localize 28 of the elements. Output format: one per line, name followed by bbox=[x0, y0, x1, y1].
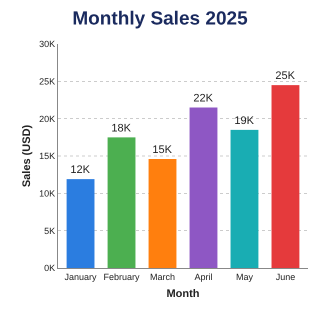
chart-title: Monthly Sales 2025 bbox=[72, 8, 248, 30]
bar bbox=[66, 179, 94, 268]
bar bbox=[272, 85, 300, 268]
y-tick-label: 15K bbox=[39, 151, 56, 162]
x-tick-label: April bbox=[194, 272, 212, 282]
y-tick-label: 25K bbox=[39, 76, 56, 86]
y-tick-label: 10K bbox=[39, 188, 56, 198]
x-axis-title: Month bbox=[166, 288, 200, 300]
y-tick-label: 0K bbox=[44, 263, 56, 274]
data-label: 18K bbox=[111, 122, 132, 134]
data-label: 12K bbox=[70, 164, 91, 176]
y-tick-label: 20K bbox=[39, 114, 56, 124]
y-axis-title: Sales (USD) bbox=[20, 124, 33, 188]
y-tick-label: 5K bbox=[44, 226, 56, 236]
y-tick-label: 30K bbox=[39, 39, 56, 50]
x-tick-label: June bbox=[276, 272, 296, 282]
x-tick-label: February bbox=[104, 272, 140, 282]
bar bbox=[230, 130, 258, 268]
x-tick-label: January bbox=[64, 272, 98, 282]
data-label: 25K bbox=[275, 70, 296, 82]
x-tick-label: March bbox=[150, 272, 176, 282]
data-label: 19K bbox=[234, 114, 255, 127]
data-label: 15K bbox=[152, 144, 173, 156]
bar bbox=[108, 137, 136, 268]
bar bbox=[148, 158, 176, 268]
x-tick-label: May bbox=[236, 272, 254, 282]
bar bbox=[190, 107, 218, 268]
data-label: 22K bbox=[193, 92, 214, 104]
